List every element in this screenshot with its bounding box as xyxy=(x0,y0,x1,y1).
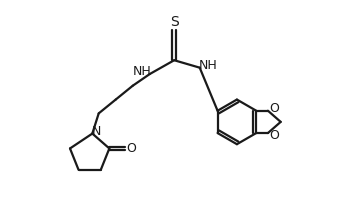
Text: O: O xyxy=(126,142,136,155)
Text: N: N xyxy=(92,125,101,138)
Text: NH: NH xyxy=(132,65,151,78)
Text: S: S xyxy=(170,15,178,29)
Text: O: O xyxy=(269,129,279,142)
Text: O: O xyxy=(269,102,279,115)
Text: NH: NH xyxy=(199,59,217,73)
